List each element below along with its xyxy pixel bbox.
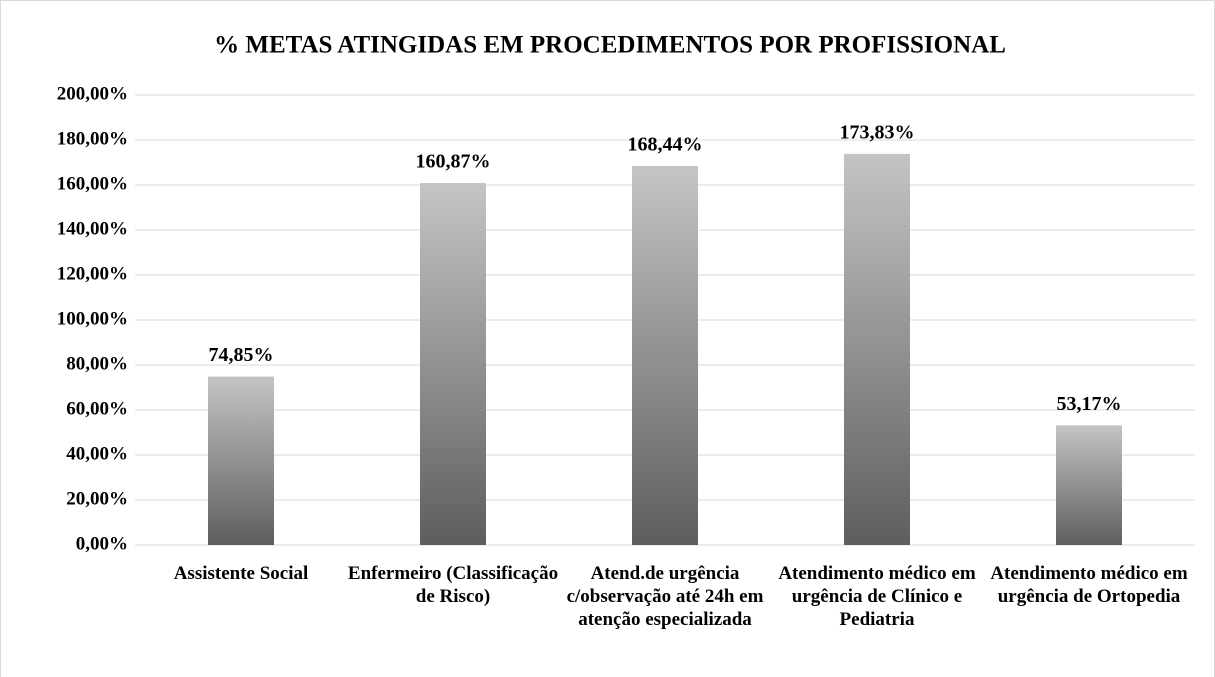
bar (420, 183, 486, 546)
x-tick-label: Enfermeiro (Classificação de Risco) (347, 563, 559, 607)
y-tick-label: 180,00% (57, 128, 128, 149)
value-label: 160,87% (416, 151, 491, 173)
chart-title: % METAS ATINGIDAS EM PROCEDIMENTOS POR P… (214, 32, 1006, 59)
y-tick-label: 200,00% (57, 83, 128, 104)
y-tick-label: 160,00% (57, 173, 128, 194)
y-tick-label: 80,00% (66, 353, 128, 374)
x-tick-label: Assistente Social (173, 563, 309, 584)
value-label: 53,17% (1057, 393, 1122, 415)
bar (208, 376, 274, 545)
y-tick-label: 40,00% (66, 443, 128, 464)
bar (844, 153, 910, 545)
y-tick-label: 0,00% (76, 533, 128, 554)
y-tick-label: 120,00% (57, 263, 128, 284)
value-label: 168,44% (628, 134, 703, 156)
y-tick-label: 100,00% (57, 308, 128, 329)
y-tick-label: 140,00% (57, 218, 128, 239)
value-label: 74,85% (209, 344, 274, 366)
bar (632, 166, 698, 545)
x-tick-label: Atend.de urgência c/observação até 24h e… (566, 563, 764, 630)
value-label: 173,83% (840, 121, 915, 143)
y-tick-label: 20,00% (66, 488, 128, 509)
y-tick-label: 60,00% (66, 398, 128, 419)
x-tick-label: Atendimento médico em urgência de Ortope… (990, 563, 1188, 607)
bar (1056, 425, 1122, 545)
x-tick-label: Atendimento médico em urgência de Clínic… (778, 563, 976, 630)
